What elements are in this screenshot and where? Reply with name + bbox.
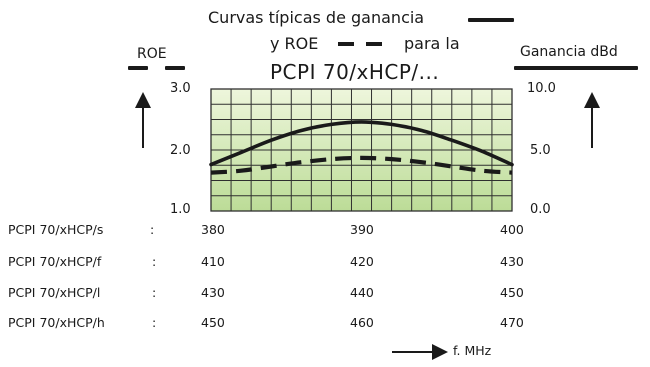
chart-subtitle: PCPI 70/xHCP/... xyxy=(270,60,440,84)
table-row-sep: : xyxy=(152,315,157,330)
table-cell: 430 xyxy=(500,254,524,269)
table-cell: 460 xyxy=(350,315,374,330)
roe-curve xyxy=(210,155,513,175)
right-axis-label: Ganancia dBd xyxy=(520,44,618,60)
table-row-sep: : xyxy=(152,285,157,300)
table-cell: 430 xyxy=(201,285,225,300)
chart-title-line2-prefix: y ROE xyxy=(270,34,319,53)
chart-title-line2-suffix: para la xyxy=(404,34,460,53)
table-cell: 400 xyxy=(500,222,524,237)
table-cell: 410 xyxy=(201,254,225,269)
left-tick-label: 3.0 xyxy=(170,81,191,96)
gain-curve xyxy=(209,120,514,167)
table-cell: 420 xyxy=(350,254,374,269)
gain-legend-solid-line xyxy=(468,18,514,22)
chart-title: Curvas típicas de ganancia xyxy=(208,8,425,27)
table-cell: 450 xyxy=(500,285,524,300)
table-cell: 450 xyxy=(201,315,225,330)
roe-legend-dash-1 xyxy=(338,42,354,46)
table-row-label: PCPI 70/xHCP/s xyxy=(8,222,104,237)
table-cell: 440 xyxy=(350,285,374,300)
left-tick-label: 2.0 xyxy=(170,143,191,158)
table-row-label: PCPI 70/xHCP/h xyxy=(8,315,105,330)
table-cell: 470 xyxy=(500,315,524,330)
right-tick-label: 10.0 xyxy=(527,81,556,96)
right-axis-legend-line xyxy=(514,66,638,70)
table-row-sep: : xyxy=(152,254,157,269)
table-row-label: PCPI 70/xHCP/l xyxy=(8,285,101,300)
table-cell: 380 xyxy=(201,222,225,237)
left-axis-legend-dash-1 xyxy=(128,66,148,70)
right-tick-label: 0.0 xyxy=(530,202,551,217)
table-row-sep: : xyxy=(150,222,155,237)
left-axis-label: ROE xyxy=(137,46,167,62)
x-axis-label: f. MHz xyxy=(453,343,492,358)
left-tick-label: 1.0 xyxy=(170,202,191,217)
table-cell: 390 xyxy=(350,222,374,237)
right-tick-label: 5.0 xyxy=(530,143,551,158)
roe-legend-dash-2 xyxy=(366,42,382,46)
left-axis-legend-dash-2 xyxy=(165,66,185,70)
grid-lines xyxy=(211,89,512,211)
table-row-label: PCPI 70/xHCP/f xyxy=(8,254,102,269)
